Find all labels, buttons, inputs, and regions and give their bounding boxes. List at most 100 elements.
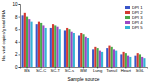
y-tick-label: 2 xyxy=(15,52,18,57)
x-tick-label: SGL xyxy=(136,68,145,73)
bar xyxy=(141,57,143,67)
bar xyxy=(137,53,139,67)
x-tick-label: BS xyxy=(24,68,30,73)
y-axis: 0 2 4 6 8 10 xyxy=(12,2,20,70)
bar xyxy=(139,54,141,67)
bar xyxy=(113,49,115,67)
x-tick-label: BM xyxy=(80,68,87,73)
bar xyxy=(64,30,66,67)
bar xyxy=(87,38,89,67)
bar xyxy=(42,25,44,67)
legend-item: DPI 5 xyxy=(125,25,143,30)
y-tick-label: 10 xyxy=(12,2,18,7)
bar xyxy=(56,27,58,67)
y-tick-mark xyxy=(19,54,21,55)
x-tick-label: Lung xyxy=(93,68,103,73)
y-tick: 0 xyxy=(15,65,20,70)
bar xyxy=(101,52,103,67)
legend-label: DPI 5 xyxy=(132,25,143,30)
bar xyxy=(106,48,108,67)
bar xyxy=(82,34,84,67)
bar xyxy=(97,48,99,67)
bar xyxy=(127,56,129,67)
bar xyxy=(78,36,80,68)
y-tick-mark xyxy=(19,42,21,43)
bar xyxy=(52,24,54,67)
legend-swatch xyxy=(125,26,130,29)
x-axis: BS SC-C SC-T SC-s BM LungTonsil Heart SGL xyxy=(21,67,148,73)
bar xyxy=(28,19,30,67)
bar xyxy=(115,51,117,67)
y-axis-line xyxy=(19,5,21,68)
bar xyxy=(66,28,68,67)
legend-swatch xyxy=(125,6,130,9)
x-tick-label: SC-C xyxy=(36,68,46,73)
x-axis-title: Sample source xyxy=(68,77,100,82)
y-axis-title: No. viral copies/g total RNA xyxy=(1,10,6,61)
x-tick: SC-s xyxy=(65,67,74,73)
bar xyxy=(143,58,145,67)
bar-series xyxy=(22,15,137,67)
bar xyxy=(108,46,110,67)
bar xyxy=(134,56,136,67)
x-tick: SC-C xyxy=(36,67,46,73)
legend-swatch xyxy=(125,16,130,19)
x-tick: SC-T xyxy=(50,67,60,73)
bar xyxy=(26,17,28,67)
plot: 0 2 4 6 8 10 BS SC-C SC-T SC-s BM LungTonsil Heart SG… xyxy=(12,2,147,74)
x-tick-label: Tonsil xyxy=(106,68,117,73)
bar xyxy=(73,33,75,67)
bar-series xyxy=(24,13,139,67)
legend: DPI 1DPI 2DPI 3DPI 4DPI 5 xyxy=(125,5,143,30)
bar-series xyxy=(28,19,143,67)
bar xyxy=(45,28,47,67)
bar xyxy=(111,47,113,67)
y-tick-mark xyxy=(19,4,21,5)
x-tick: SGL xyxy=(136,67,145,73)
y-tick-label: 8 xyxy=(15,15,18,20)
y-tick: 8 xyxy=(15,15,20,20)
bar xyxy=(85,37,87,67)
x-tick: BS xyxy=(24,67,30,73)
bar xyxy=(80,33,82,67)
bar xyxy=(50,28,52,67)
y-tick: 10 xyxy=(12,2,20,7)
bars xyxy=(22,13,146,67)
x-tick: Tonsil xyxy=(106,67,117,73)
x-tick: Lung xyxy=(93,67,103,73)
bar xyxy=(71,32,73,67)
bar xyxy=(36,24,38,67)
bar xyxy=(30,22,32,67)
x-tick-label: SC-s xyxy=(65,68,74,73)
bar xyxy=(120,54,122,67)
bar xyxy=(38,22,40,67)
legend-swatch xyxy=(125,21,130,24)
y-tick-mark xyxy=(19,67,21,68)
x-tick-label: Heart xyxy=(121,68,132,73)
chart: 0 2 4 6 8 10 BS SC-C SC-T SC-s BM LungTonsil Heart SG… xyxy=(0,0,150,83)
bar xyxy=(24,13,26,67)
y-tick-label: 4 xyxy=(15,40,18,45)
x-tick: Heart xyxy=(121,67,132,73)
y-tick: 4 xyxy=(15,40,20,45)
y-tick-mark xyxy=(19,17,21,18)
y-tick-mark xyxy=(19,29,21,30)
legend-swatch xyxy=(125,11,130,14)
bar xyxy=(123,52,125,67)
bar xyxy=(22,15,24,67)
bar xyxy=(40,23,42,67)
bar-series xyxy=(26,17,141,67)
y-tick-label: 6 xyxy=(15,27,18,32)
bar-series xyxy=(30,22,145,67)
bar xyxy=(94,47,96,67)
bar xyxy=(125,53,127,67)
y-tick: 6 xyxy=(15,27,20,32)
x-tick-label: SC-T xyxy=(50,68,60,73)
bar xyxy=(68,29,70,67)
bar xyxy=(92,49,94,67)
bar xyxy=(54,25,56,67)
y-tick-label: 0 xyxy=(15,65,18,70)
bar xyxy=(129,57,131,67)
x-tick: BM xyxy=(80,67,87,73)
bar xyxy=(99,51,101,67)
